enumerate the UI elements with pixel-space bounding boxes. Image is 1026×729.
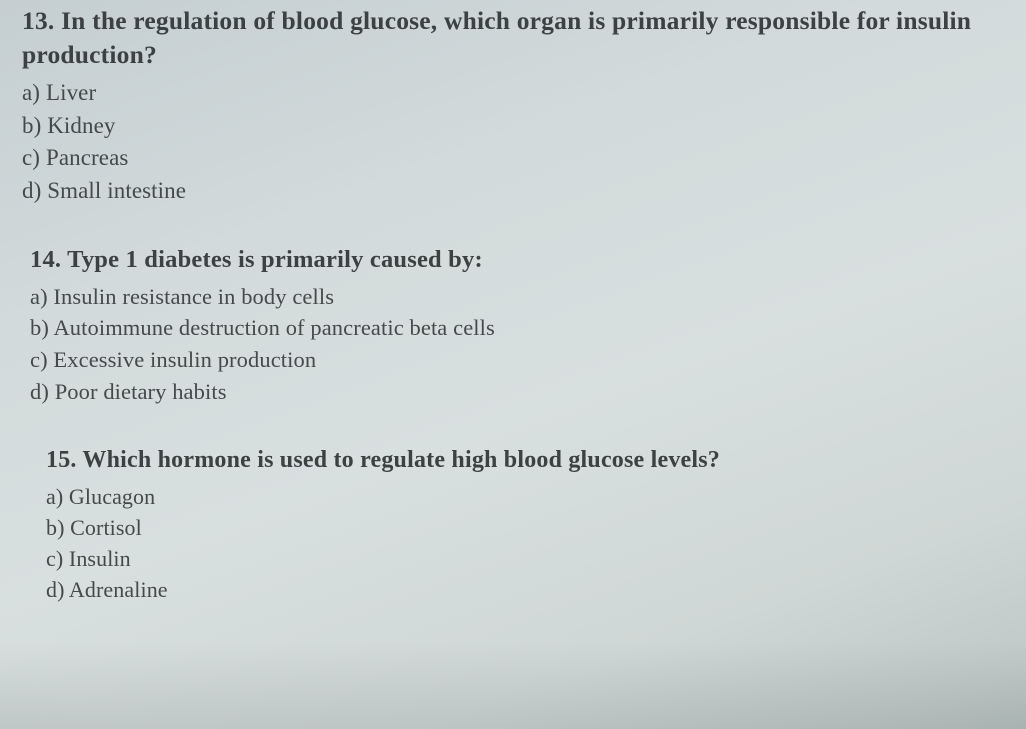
option-letter: c) bbox=[46, 546, 63, 571]
option-a[interactable]: a) Liver bbox=[22, 77, 1006, 110]
option-text: Glucagon bbox=[69, 484, 155, 509]
option-letter: a) bbox=[46, 484, 63, 509]
question-text: Which hormone is used to regulate high b… bbox=[82, 447, 720, 473]
option-text: Poor dietary habits bbox=[55, 379, 227, 404]
option-letter: a) bbox=[30, 284, 48, 309]
options-list: a) Liver b) Kidney c) Pancreas d) Small … bbox=[22, 77, 1006, 208]
option-d[interactable]: d) Small intestine bbox=[22, 175, 1006, 208]
question-text: In the regulation of blood glucose, whic… bbox=[22, 6, 971, 69]
question-number: 15. bbox=[46, 447, 77, 473]
option-letter: d) bbox=[30, 379, 49, 404]
option-text: Liver bbox=[46, 80, 96, 105]
question-stem: 15. Which hormone is used to regulate hi… bbox=[46, 444, 1006, 476]
page-content: 13. In the regulation of blood glucose, … bbox=[0, 0, 1026, 606]
option-text: Excessive insulin production bbox=[53, 347, 316, 372]
option-letter: b) bbox=[46, 515, 65, 540]
option-text: Pancreas bbox=[46, 145, 129, 170]
option-d[interactable]: d) Adrenaline bbox=[46, 574, 1006, 605]
option-letter: b) bbox=[22, 113, 41, 138]
option-b[interactable]: b) Cortisol bbox=[46, 512, 1006, 543]
question-text: Type 1 diabetes is primarily caused by: bbox=[67, 246, 483, 273]
option-letter: c) bbox=[30, 347, 48, 372]
option-b[interactable]: b) Kidney bbox=[22, 110, 1006, 143]
question-number: 13. bbox=[22, 6, 54, 35]
question-14: 14. Type 1 diabetes is primarily caused … bbox=[22, 243, 1006, 408]
options-list: a) Glucagon b) Cortisol c) Insulin d) Ad… bbox=[46, 481, 1006, 606]
question-13: 13. In the regulation of blood glucose, … bbox=[22, 4, 1006, 207]
option-a[interactable]: a) Glucagon bbox=[46, 481, 1006, 512]
option-letter: b) bbox=[30, 315, 49, 340]
option-text: Adrenaline bbox=[69, 577, 168, 602]
option-b[interactable]: b) Autoimmune destruction of pancreatic … bbox=[30, 312, 1006, 344]
option-letter: d) bbox=[22, 178, 41, 203]
options-list: a) Insulin resistance in body cells b) A… bbox=[30, 281, 1006, 409]
option-text: Insulin bbox=[69, 546, 131, 571]
option-d[interactable]: d) Poor dietary habits bbox=[30, 376, 1006, 408]
option-letter: a) bbox=[22, 80, 40, 105]
option-letter: d) bbox=[46, 577, 65, 602]
option-text: Insulin resistance in body cells bbox=[53, 284, 334, 309]
option-c[interactable]: c) Pancreas bbox=[22, 142, 1006, 175]
option-a[interactable]: a) Insulin resistance in body cells bbox=[30, 281, 1006, 313]
option-c[interactable]: c) Excessive insulin production bbox=[30, 344, 1006, 376]
option-text: Autoimmune destruction of pancreatic bet… bbox=[53, 315, 494, 340]
question-stem: 14. Type 1 diabetes is primarily caused … bbox=[30, 243, 1006, 276]
question-15: 15. Which hormone is used to regulate hi… bbox=[22, 444, 1006, 605]
question-number: 14. bbox=[30, 246, 61, 273]
option-letter: c) bbox=[22, 145, 40, 170]
question-stem: 13. In the regulation of blood glucose, … bbox=[22, 4, 1006, 73]
option-text: Small intestine bbox=[47, 178, 186, 203]
option-text: Cortisol bbox=[70, 515, 142, 540]
option-text: Kidney bbox=[47, 113, 115, 138]
option-c[interactable]: c) Insulin bbox=[46, 543, 1006, 574]
